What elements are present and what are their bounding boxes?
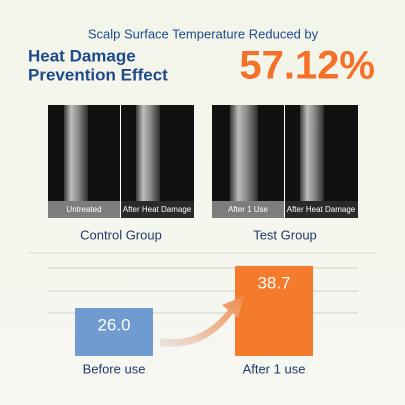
photo-label: After Heat Damage [287,205,356,214]
chart: 26.0 Before use 38.7 After 1 use [75,265,313,376]
photo-panel: Untreated After Heat Damage [48,105,194,218]
value-label: 38.7 [257,273,290,292]
photo-label: After Heat Damage [123,205,192,214]
caption: Control Group [80,227,162,242]
photo-label: After 1 Use [228,205,269,214]
bar [235,265,313,356]
x-tick-label: Before use [83,361,146,376]
title-line: Heat Damage [28,46,136,65]
value-label: 26.0 [97,315,130,334]
bar [75,307,153,356]
caption: Test Group [253,227,317,242]
subtitle: Scalp Surface Temperature Reduced by [88,26,319,41]
photo-panel: After 1 Use After Heat Damage [212,105,358,218]
photo-label: Untreated [66,205,101,214]
x-tick-label: After 1 use [243,361,306,376]
arrow [160,296,244,347]
title-line: Prevention Effect [28,65,168,84]
highlight-number: 57.12% [239,44,375,88]
